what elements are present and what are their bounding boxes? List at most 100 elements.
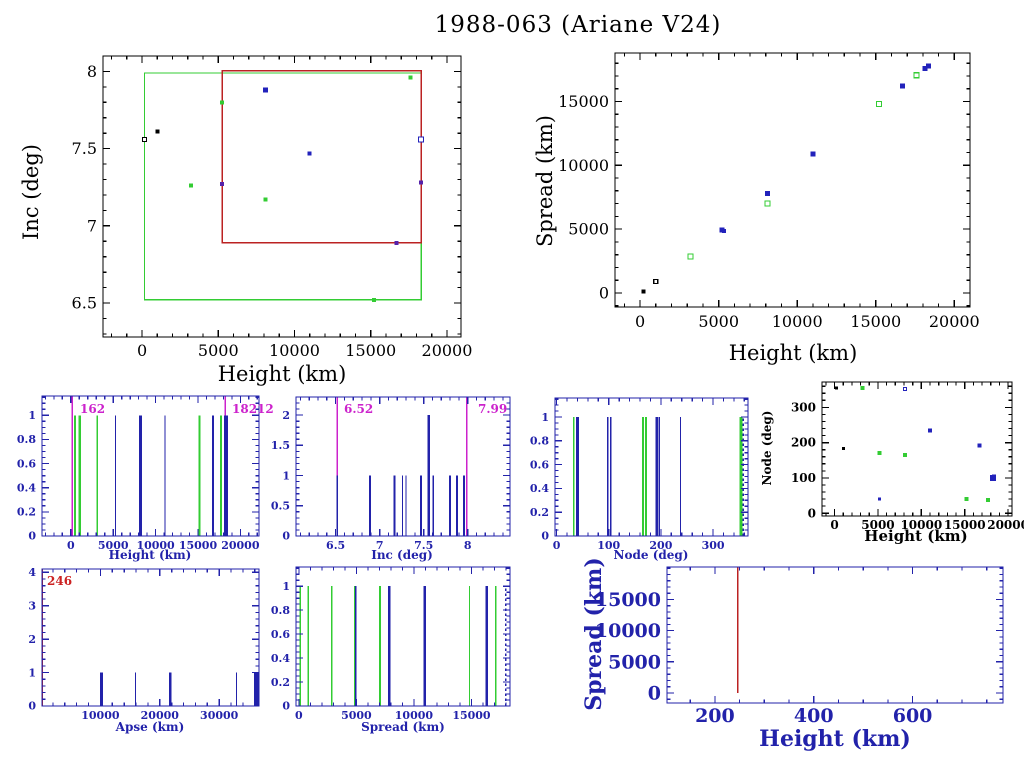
x-tick-label: 20000 <box>929 312 980 331</box>
y-tick-label: 7.5 <box>72 139 97 158</box>
x-axis-label: Height (km) <box>218 362 347 386</box>
data-point <box>992 474 997 479</box>
data-point <box>263 197 268 202</box>
spread-vs-height-zoom: 200 400 600 0 5000 10000 15000 Height (km) Sprea… <box>581 557 1004 752</box>
y-tick-label: 4 <box>28 566 36 579</box>
x-tick-label: 7.5 <box>414 539 433 552</box>
data-point <box>922 66 928 72</box>
plot-box <box>41 395 260 537</box>
data-point <box>841 447 845 451</box>
data-point <box>764 190 770 196</box>
y-tick-label: 0 <box>282 700 290 713</box>
y-tick-label: 7 <box>87 216 97 235</box>
x-tick-label: 5000 <box>861 518 894 532</box>
y-tick-label: 0.6 <box>271 628 290 641</box>
data-point <box>834 386 838 390</box>
x-tick-label: 15000 <box>850 312 901 331</box>
y-tick-label: 1 <box>28 409 36 422</box>
y-tick-label: 1 <box>282 469 290 482</box>
data-point <box>394 240 399 245</box>
x-axis-label: Apse (km) <box>115 720 185 734</box>
y-tick-label: 2 <box>28 633 36 646</box>
y-tick-label: 0.4 <box>271 652 290 665</box>
plot-box <box>821 381 1013 517</box>
x-tick-label: 400 <box>794 705 834 727</box>
data-point <box>764 200 771 207</box>
data-point <box>417 136 425 143</box>
y-tick-label: 0 <box>541 530 549 543</box>
node-histogram: 0 100 200 300 0 0.2 0.4 0.6 0.8 1 Node (deg) <box>530 397 749 562</box>
y-tick-label: 0.4 <box>530 482 549 495</box>
data-point <box>810 151 816 157</box>
x-tick-label: 0 <box>635 312 645 331</box>
data-point <box>641 289 646 294</box>
data-point <box>155 129 160 134</box>
y-tick-label: 100 <box>791 471 816 485</box>
x-tick-label: 0 <box>830 518 838 532</box>
data-point <box>307 151 312 156</box>
y-tick-label: 200 <box>791 436 816 450</box>
y-tick-label: 0 <box>28 530 36 543</box>
x-axis-label: Height (km) <box>729 341 858 365</box>
plot-box <box>295 396 511 537</box>
x-tick-label: 0 <box>67 539 75 552</box>
data-point <box>141 136 148 142</box>
data-point <box>188 183 193 188</box>
data-point <box>899 83 905 89</box>
x-tick-label: 5000 <box>98 539 129 552</box>
x-axis-label: Height (km) <box>109 548 192 562</box>
x-tick-label: 300 <box>702 539 725 552</box>
x-tick-label: 7 <box>376 539 384 552</box>
y-tick-label: 15000 <box>558 92 609 111</box>
x-tick-label: 15000 <box>345 341 396 360</box>
x-axis-label: Height (km) <box>759 726 911 752</box>
annotation-label: 162 <box>80 402 105 416</box>
y-tick-label: 1 <box>28 666 36 679</box>
data-point <box>928 428 933 433</box>
y-tick-label: 0.8 <box>17 433 36 446</box>
data-point <box>220 100 225 105</box>
x-tick-label: 0 <box>137 341 147 360</box>
x-tick-label: 5000 <box>341 709 372 722</box>
x-tick-label: 10000 <box>395 709 434 722</box>
y-tick-label: 0.4 <box>17 481 36 494</box>
x-tick-label: 10000 <box>81 709 120 722</box>
data-point <box>986 498 991 503</box>
data-point <box>687 253 694 260</box>
y-tick-label: 0 <box>648 682 661 704</box>
y-tick-label: 1 <box>282 580 290 593</box>
y-tick-label: 10000 <box>595 620 661 642</box>
inc-vs-height: 0 5000 10000 15000 20000 6.5 7 7.5 8 Height (km) I… <box>19 55 472 386</box>
data-point <box>719 227 725 233</box>
x-tick-label: 15000 <box>179 539 218 552</box>
data-point <box>860 385 865 390</box>
apse-histogram: 10000 20000 30000 0 1 2 3 4 Apse (km) 246 <box>28 566 260 734</box>
y-tick-label: 3 <box>28 599 36 612</box>
plot-box <box>41 568 260 707</box>
data-point <box>964 497 969 502</box>
x-tick-label: 15000 <box>452 709 491 722</box>
height-histogram: 0 5000 10000 15000 20000 0 0.2 0.4 0.6 0.8 1 Height… <box>17 395 274 562</box>
x-tick-label: 20000 <box>141 709 180 722</box>
annotation-label: 18212 <box>232 402 274 416</box>
x-tick-label: 200 <box>649 539 672 552</box>
range-box <box>143 72 422 301</box>
x-tick-label: 0 <box>295 709 303 722</box>
x-tick-label: 200 <box>695 705 735 727</box>
range-box <box>221 69 422 244</box>
data-point <box>925 63 931 69</box>
inc-histogram: 6.5 7 7.5 8 0 0.5 1 1.5 2 Inc (deg) 6.52 7.99 <box>271 396 511 562</box>
x-axis-label: Inc (deg) <box>371 548 433 562</box>
spread-vs-height: 0 5000 10000 15000 20000 0 5000 10000 15000 Heigh… <box>533 52 980 365</box>
y-tick-label: 0.8 <box>530 435 549 448</box>
x-axis-label: Spread (km) <box>361 720 445 734</box>
y-tick-label: 8 <box>87 62 97 81</box>
spread-histogram: 0 5000 10000 15000 0 0.2 0.4 0.6 0.8 1 Spread (km) <box>271 566 511 734</box>
y-tick-label: 1 <box>541 411 549 424</box>
x-tick-label: 10000 <box>269 341 320 360</box>
y-tick-label: 0.2 <box>17 506 36 519</box>
y-tick-label: 15000 <box>595 589 661 611</box>
